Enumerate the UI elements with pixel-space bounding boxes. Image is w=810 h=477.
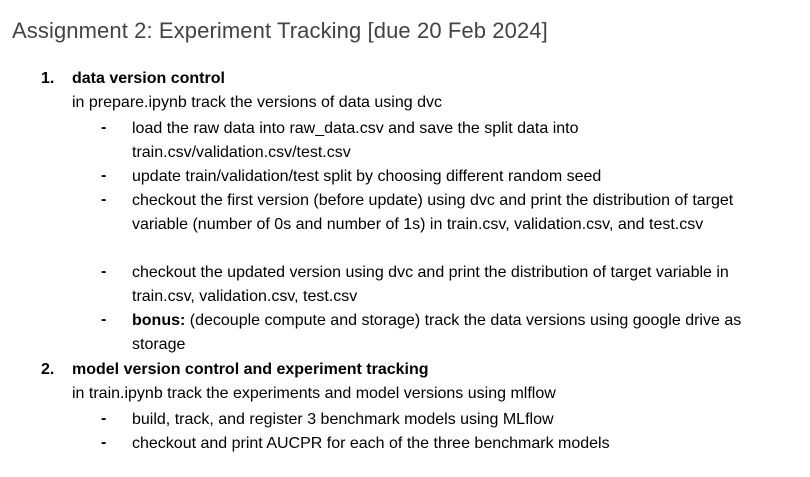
bullet-marker: -: [101, 167, 107, 184]
bullet-item: bonus: (decouple compute and storage) tr…: [132, 309, 782, 357]
section-heading: model version control and experiment tra…: [72, 361, 429, 378]
bullet-marker: -: [101, 191, 107, 208]
bullet-item: checkout the updated version using dvc a…: [132, 264, 729, 305]
section-number: 1.: [41, 70, 55, 87]
section-heading: data version control: [72, 70, 225, 87]
bullet-marker: -: [101, 311, 107, 328]
bullet-marker: -: [101, 410, 107, 427]
bullet-marker: -: [101, 119, 107, 136]
section-description: in train.ipynb track the experiments and…: [72, 385, 556, 402]
bullet-marker: -: [101, 434, 107, 451]
bullet-item: load the raw data into raw_data.csv and …: [132, 120, 579, 161]
bullet-marker: -: [101, 263, 107, 280]
bullet-item: update train/validation/test split by ch…: [132, 168, 602, 185]
bonus-label: bonus:: [132, 312, 186, 329]
page-title: Assignment 2: Experiment Tracking [due 2…: [12, 18, 548, 43]
bullet-item: checkout and print AUCPR for each of the…: [132, 435, 610, 452]
bullet-item-text: (decouple compute and storage) track the…: [132, 312, 742, 353]
section-number: 2.: [41, 361, 55, 378]
bullet-item: checkout the first version (before updat…: [132, 192, 734, 233]
section-description: in prepare.ipynb track the versions of d…: [72, 94, 442, 111]
bullet-item: build, track, and register 3 benchmark m…: [132, 411, 554, 428]
